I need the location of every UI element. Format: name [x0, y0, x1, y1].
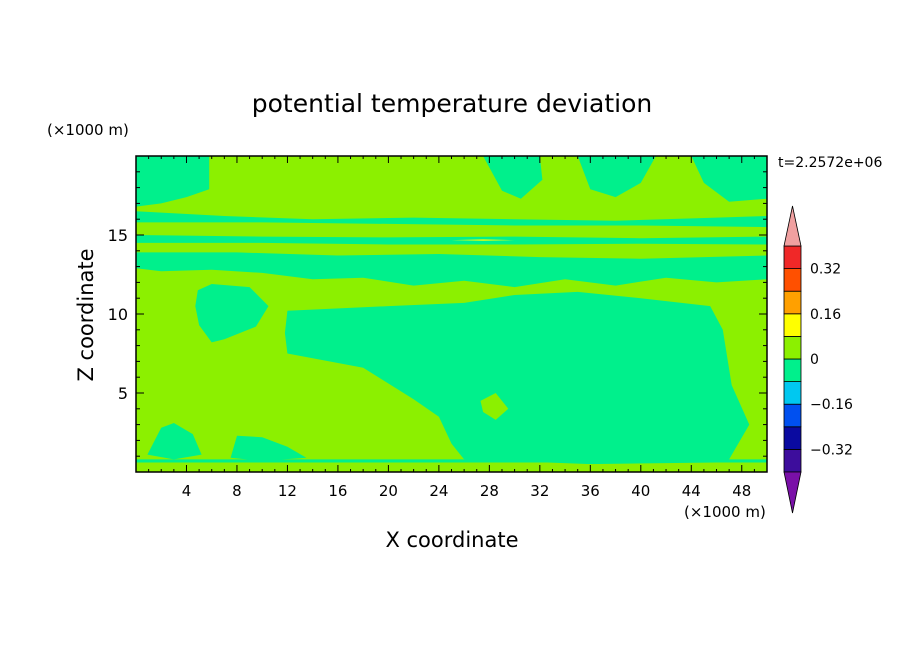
colorbar-swatch [783, 358, 802, 383]
y-tick-label: 5 [118, 384, 128, 403]
colorbar-tick-label: 0.32 [810, 262, 841, 278]
y-tick-label: 10 [108, 305, 128, 324]
x-unit-label: (×1000 m) [684, 503, 766, 521]
x-tick-label: 20 [379, 482, 398, 500]
colorbar-tick-label: 0 [810, 352, 819, 368]
colorbar-swatch [783, 268, 802, 292]
x-tick-label: 8 [232, 482, 242, 500]
contour-region [571, 306, 648, 381]
colorbar-tick-label: −0.16 [810, 397, 853, 413]
contour-region [230, 435, 307, 461]
contour-region [432, 284, 490, 291]
x-tick-label: 44 [682, 482, 701, 500]
colorbar-swatch [783, 403, 802, 428]
colorbar-swatch [783, 426, 802, 450]
contour-field [136, 156, 767, 472]
colorbar-tick-label: 0.16 [810, 307, 841, 323]
colorbar-swatch [783, 290, 802, 315]
colorbar-under-arrow [783, 471, 802, 514]
colorbar-swatch [783, 381, 802, 405]
x-tick-label: 48 [732, 482, 751, 500]
colorbar-swatch [783, 245, 802, 270]
colorbar-swatch [783, 335, 802, 360]
contour-region [577, 156, 656, 198]
x-tick-label: 24 [429, 482, 448, 500]
contour-region [451, 239, 515, 241]
contour-region [136, 235, 767, 245]
contour-region [147, 423, 202, 460]
contour-region [136, 156, 210, 207]
x-tick-label: 12 [278, 482, 297, 500]
contour-region [480, 393, 509, 420]
y-axis-label: Z coordinate [74, 248, 98, 381]
y-tick-label: 15 [108, 226, 128, 245]
contour-region [136, 252, 767, 288]
colorbar-tick-label: −0.32 [810, 442, 853, 458]
x-axis-label: X coordinate [385, 528, 518, 552]
contour-region [483, 156, 543, 199]
contour-region [136, 464, 767, 468]
x-tick-label: 32 [530, 482, 549, 500]
colorbar-swatch [783, 313, 802, 337]
x-tick-label: 16 [328, 482, 347, 500]
contour-region [136, 459, 767, 463]
contour-region [136, 211, 767, 228]
contour-region [195, 284, 269, 343]
x-tick-label: 36 [581, 482, 600, 500]
colorbar-swatch [783, 448, 802, 473]
colorbar-over-arrow [783, 205, 802, 247]
y-unit-label: (×1000 m) [47, 121, 129, 139]
chart-title: potential temperature deviation [252, 89, 652, 118]
x-tick-label: 28 [480, 482, 499, 500]
colorbar: 0.32 0.16 0 −0.16 −0.32 [783, 205, 853, 514]
x-tick-label: 4 [182, 482, 192, 500]
contour-region [691, 156, 767, 202]
x-axis: 4 8 12 16 20 24 28 32 36 40 44 48 [148, 156, 755, 500]
x-tick-label: 40 [631, 482, 650, 500]
y-axis: 5 10 15 [108, 171, 767, 457]
time-label: t=2.2572e+06 [778, 155, 882, 171]
